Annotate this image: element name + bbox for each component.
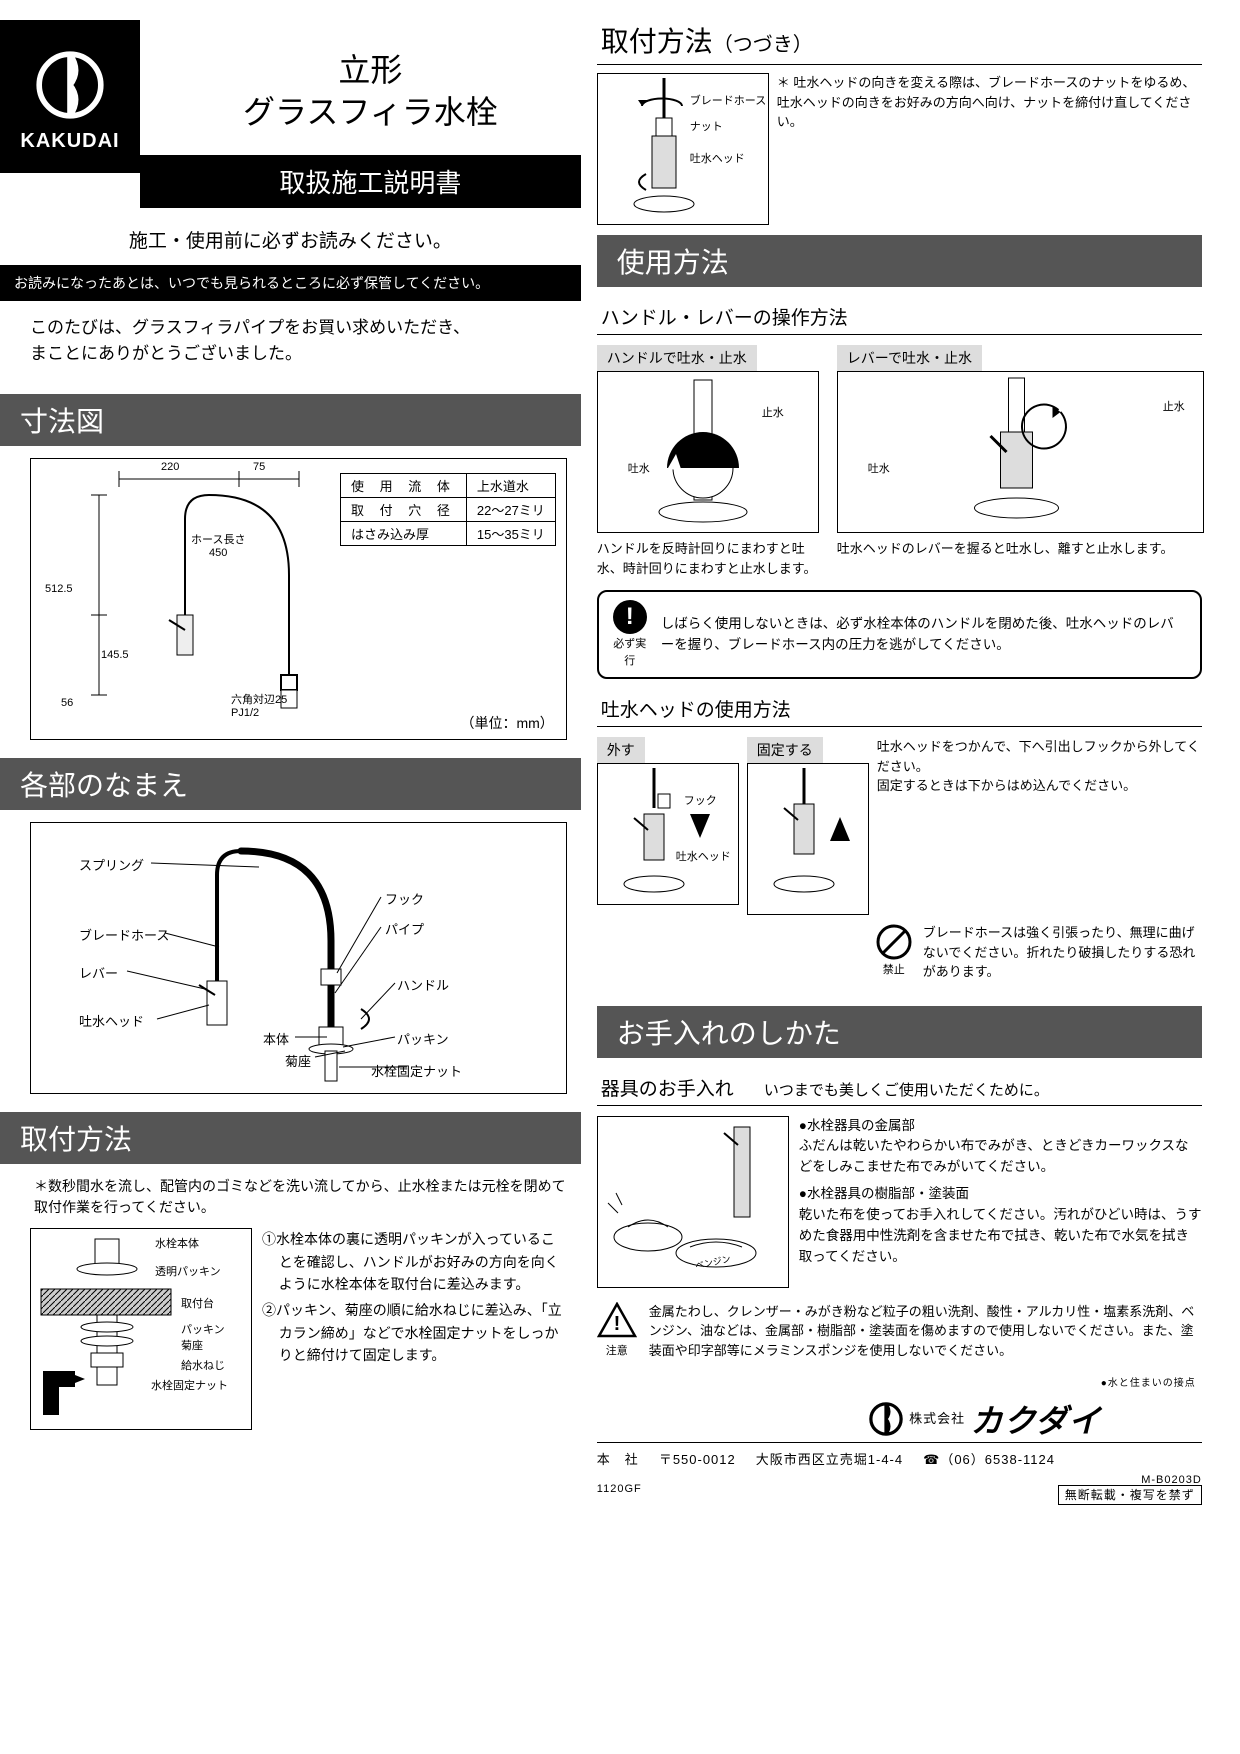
fix-tab: 固定する — [747, 737, 823, 763]
prohibit-icon: 禁止 — [875, 923, 913, 977]
handle-op-text: ハンドルを反時計回りにまわすと吐水、時計回りにまわすと止水します。 — [597, 539, 829, 578]
keep-instruction: お読みになったあとは、いつでも見られるところに必ず保管してください。 — [0, 265, 581, 301]
section-dimensions: 寸法図 — [0, 394, 581, 446]
lever-op-text: 吐水ヘッドのレバーを握ると吐水し、離すと止水します。 — [837, 539, 1202, 559]
unit-label: （単位：mm） — [460, 713, 553, 733]
warning-icon: ! 注意 — [597, 1302, 637, 1361]
remove-head-figure: フック 吐水ヘッド — [597, 763, 739, 905]
lever-tab: レバーで吐水・止水 — [837, 345, 982, 371]
brand-badge: KAKUDAI — [0, 20, 140, 173]
usage-operation-sub: ハンドル・レバーの操作方法 — [597, 301, 1202, 335]
company-logo-icon — [868, 1401, 904, 1437]
dimensions-table: 使 用 流 体上水道水 取 付 穴 径22～27ミリ はさみ込み厚15～35ミリ — [340, 473, 556, 546]
footer-codes: 1120GF M-B0203D 無断転載・複写を禁ず — [597, 1474, 1202, 1503]
intro-text: このたびは、グラスフィラパイプをお買い求めいただき、 まことにありがとうございま… — [0, 315, 581, 384]
lever-op-svg — [838, 372, 1203, 532]
handle-tab: ハンドルで吐水・止水 — [597, 345, 757, 371]
care-text: ●水栓器具の金属部 ふだんは乾いたやわらかい布でみがき、ときどきカーワックスなど… — [799, 1116, 1202, 1288]
head-orientation-figure: ブレードホース ナット 吐水ヘッド — [597, 73, 769, 225]
must-do-icon: ! 必ず実行 — [613, 600, 647, 669]
dimensions-figure: 使 用 流 体上水道水 取 付 穴 径22～27ミリ はさみ込み厚15～35ミリ — [30, 458, 567, 740]
remove-tab: 外す — [597, 737, 645, 763]
section-install: 取付方法 — [0, 1112, 581, 1164]
install-steps: ①水栓本体の裏に透明パッキンが入っていることを確認し、ハンドルがお好みの方向を向… — [262, 1228, 567, 1430]
section-install-continued: 取付方法（つづき） — [597, 20, 1202, 65]
head-orientation-note: ＊ 吐水ヘッドの向きを変える際は、ブレードホースのナットをゆるめ、吐水ヘッドの向… — [777, 73, 1202, 132]
fix-head-figure — [747, 763, 869, 915]
remove-svg — [598, 764, 738, 904]
kakudai-logo-icon — [35, 50, 105, 120]
install-note: ＊数秒間水を流し、配管内のゴミなどを洗い流してから、止水栓または元栓を閉めて取付… — [0, 1176, 581, 1228]
handle-op-figure: 止水 吐水 — [597, 371, 819, 533]
head-use-text: 吐水ヘッドをつかんで、下へ引出しフックから外してください。 固定するときは下から… — [877, 737, 1202, 796]
product-title: 立形 グラスフィラ水栓 — [140, 20, 581, 143]
read-first-note: 施工・使用前に必ずお読みください。 — [0, 208, 581, 265]
prohibit-text: ブレードホースは強く引張ったり、無理に曲げないでください。折れたり破損したりする… — [923, 923, 1202, 982]
parts-figure: スプリング ブレードホース レバー 吐水ヘッド フック パイプ ハンドル 本体 … — [30, 822, 567, 1094]
care-svg: ベンジン — [598, 1117, 788, 1287]
manual-title: 取扱施工説明書 — [140, 155, 581, 208]
company-info: 株式会社 カクダイ ●水と住まいの接点 本 社 〒550-0012 大阪市西区立… — [597, 1396, 1202, 1503]
handle-op-svg — [598, 372, 818, 532]
lever-op-figure: 止水 吐水 — [837, 371, 1204, 533]
company-address: 本 社 〒550-0012 大阪市西区立売堀1-4-4 ☎（06）6538-11… — [597, 1442, 1202, 1474]
care-sub: 器具のお手入れいつまでも美しくご使用いただくために。 — [597, 1072, 1202, 1106]
section-care: お手入れのしかた — [597, 1006, 1202, 1058]
section-parts: 各部のなまえ — [0, 758, 581, 810]
brand-name: KAKUDAI — [10, 130, 130, 153]
must-do-caution: ! 必ず実行 しばらく使用しないときは、必ず水栓本体のハンドルを閉めた後、吐水ヘ… — [597, 590, 1202, 679]
section-usage: 使用方法 — [597, 235, 1202, 287]
svg-text:!: ! — [613, 1313, 620, 1335]
warning-text: 金属たわし、クレンザー・みがき粉など粒子の粗い洗剤、酸性・アルカリ性・塩素系洗剤… — [649, 1302, 1202, 1361]
head-usage-sub: 吐水ヘッドの使用方法 — [597, 693, 1202, 727]
care-figure: ベンジン — [597, 1116, 789, 1288]
install-figure: 水栓本体 透明パッキン 取付台 パッキン 菊座 給水ねじ 水栓固定ナット — [30, 1228, 252, 1430]
